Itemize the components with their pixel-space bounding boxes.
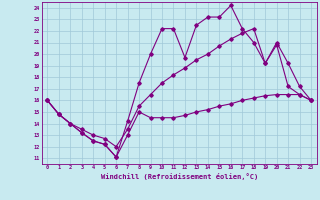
X-axis label: Windchill (Refroidissement éolien,°C): Windchill (Refroidissement éolien,°C) xyxy=(100,173,258,180)
